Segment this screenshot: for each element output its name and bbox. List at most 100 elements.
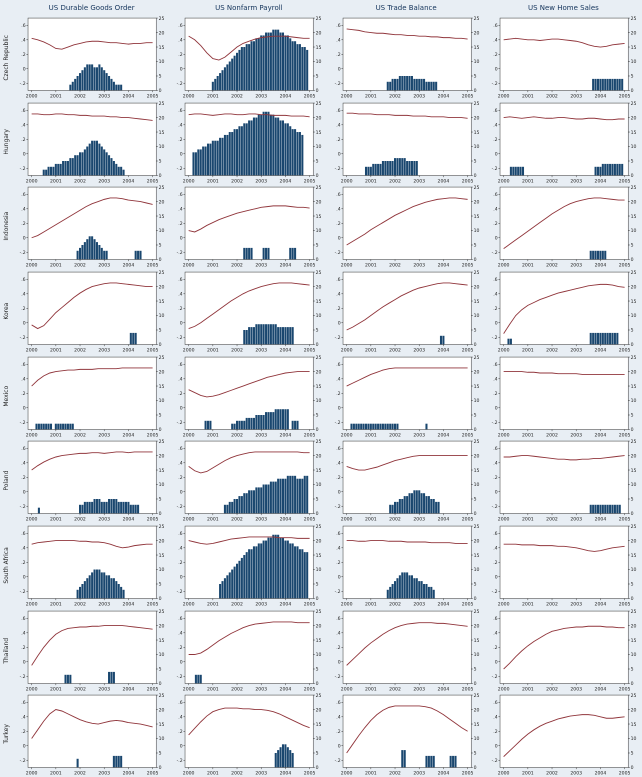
svg-text:2004: 2004 bbox=[280, 94, 292, 100]
svg-text:2002: 2002 bbox=[74, 263, 86, 269]
bar-series bbox=[364, 157, 418, 176]
subplot-canvas: -.2 0 .2 .4 .6 0 5 10 15 20 25 2000 2001 2002 2003 2004… bbox=[491, 524, 636, 608]
svg-text:25: 25 bbox=[316, 16, 322, 22]
svg-text:15: 15 bbox=[316, 299, 322, 305]
bar-series bbox=[192, 111, 304, 176]
svg-text:2000: 2000 bbox=[498, 432, 510, 438]
svg-text:2003: 2003 bbox=[570, 94, 582, 100]
svg-text:.4: .4 bbox=[21, 37, 25, 43]
subplot-czech-republic-col2: -.2 0 .2 .4 .6 0 5 10 15 20 25 2000 2001 2002 2003 2004… bbox=[328, 15, 485, 100]
svg-text:.6: .6 bbox=[178, 446, 182, 452]
subplot-canvas: -.2 0 .2 .4 .6 0 5 10 15 20 25 2000 2001 2002 2003 2004… bbox=[177, 354, 322, 438]
correlation-line bbox=[31, 37, 153, 50]
svg-text:2004: 2004 bbox=[594, 686, 606, 692]
svg-text:2003: 2003 bbox=[256, 432, 268, 438]
svg-text:20: 20 bbox=[473, 284, 479, 290]
svg-text:0: 0 bbox=[180, 236, 183, 242]
axis-ticks: -.2 0 .2 .4 .6 0 5 10 15 20 25 2000 2001 2002 2003 2004… bbox=[20, 524, 165, 608]
svg-text:15: 15 bbox=[316, 214, 322, 220]
svg-text:15: 15 bbox=[316, 129, 322, 135]
svg-text:25: 25 bbox=[630, 608, 636, 614]
axis-ticks: -.2 0 .2 .4 .6 0 5 10 15 20 25 2000 2001 2002 2003 2004… bbox=[334, 608, 479, 692]
svg-text:2005: 2005 bbox=[461, 94, 473, 100]
bar-series bbox=[589, 251, 607, 260]
svg-text:2003: 2003 bbox=[98, 686, 110, 692]
svg-text:2002: 2002 bbox=[546, 602, 558, 608]
bar-series bbox=[509, 163, 623, 176]
svg-text:10: 10 bbox=[473, 144, 479, 150]
svg-text:20: 20 bbox=[316, 454, 322, 460]
svg-text:25: 25 bbox=[473, 439, 479, 445]
bar-series bbox=[212, 29, 309, 91]
svg-text:2005: 2005 bbox=[304, 771, 316, 777]
svg-text:.4: .4 bbox=[493, 291, 497, 297]
svg-text:2000: 2000 bbox=[26, 771, 38, 777]
svg-text:-.2: -.2 bbox=[177, 250, 183, 256]
svg-text:0: 0 bbox=[337, 659, 340, 665]
svg-text:25: 25 bbox=[159, 693, 165, 699]
svg-text:0: 0 bbox=[630, 173, 633, 179]
svg-text:2003: 2003 bbox=[256, 94, 268, 100]
svg-text:.6: .6 bbox=[336, 277, 340, 283]
svg-text:.6: .6 bbox=[21, 531, 25, 537]
svg-text:5: 5 bbox=[473, 243, 476, 249]
svg-text:15: 15 bbox=[159, 722, 165, 728]
svg-text:2005: 2005 bbox=[147, 94, 159, 100]
svg-text:2001: 2001 bbox=[207, 178, 219, 184]
svg-text:-.2: -.2 bbox=[334, 81, 340, 87]
svg-text:20: 20 bbox=[316, 708, 322, 714]
axis-ticks: -.2 0 .2 .4 .6 0 5 10 15 20 25 2000 2001 2002 2003 2004… bbox=[20, 100, 165, 184]
correlation-line bbox=[188, 536, 310, 545]
correlation-line bbox=[188, 451, 310, 474]
svg-text:.4: .4 bbox=[178, 37, 182, 43]
svg-text:15: 15 bbox=[630, 722, 636, 728]
svg-text:15: 15 bbox=[473, 299, 479, 305]
chart-row-south-africa: South Africa -.2 0.2.4.6 0 5 10 15 20 25 2000 2001… bbox=[0, 523, 642, 608]
subplot-canvas: -.2 0 .2 .4 .6 0 5 10 15 20 25 2000 2001 2002 2003 2004… bbox=[20, 16, 165, 100]
row-label: South Africa bbox=[3, 547, 10, 584]
svg-text:2000: 2000 bbox=[26, 602, 38, 608]
svg-text:10: 10 bbox=[473, 229, 479, 235]
svg-text:0: 0 bbox=[23, 744, 26, 750]
correlation-line bbox=[31, 451, 153, 471]
row-label: Poland bbox=[3, 470, 10, 491]
svg-text:-.2: -.2 bbox=[177, 758, 183, 764]
svg-text:0: 0 bbox=[180, 405, 183, 411]
svg-text:2002: 2002 bbox=[231, 517, 243, 523]
svg-text:.6: .6 bbox=[178, 616, 182, 622]
svg-text:20: 20 bbox=[159, 708, 165, 714]
svg-text:25: 25 bbox=[630, 693, 636, 699]
svg-text:20: 20 bbox=[473, 115, 479, 121]
svg-text:2003: 2003 bbox=[98, 517, 110, 523]
svg-text:2001: 2001 bbox=[522, 771, 534, 777]
svg-text:25: 25 bbox=[159, 100, 165, 106]
svg-text:2000: 2000 bbox=[183, 686, 195, 692]
subplot-indonesia-col1: -.2 0 .2 .4 .6 0 5 10 15 20 25 2000 2001 2002 2003 2004… bbox=[170, 184, 327, 269]
bar-series bbox=[76, 756, 123, 768]
svg-text:5: 5 bbox=[159, 158, 162, 164]
svg-text:.2: .2 bbox=[178, 475, 182, 481]
svg-text:2000: 2000 bbox=[183, 771, 195, 777]
correlation-line bbox=[503, 116, 625, 120]
axis-ticks: -.2 0 .2 .4 .6 0 5 10 15 20 25 2000 2001 2002 2003 2004… bbox=[334, 16, 479, 100]
correlation-line bbox=[503, 455, 625, 461]
svg-text:2002: 2002 bbox=[546, 686, 558, 692]
svg-text:2005: 2005 bbox=[619, 517, 631, 523]
svg-text:0: 0 bbox=[23, 490, 26, 496]
svg-text:2000: 2000 bbox=[498, 771, 510, 777]
svg-text:.6: .6 bbox=[493, 277, 497, 283]
correlation-line bbox=[188, 621, 310, 655]
svg-text:2000: 2000 bbox=[183, 348, 195, 354]
row-label: Hungary bbox=[3, 129, 10, 155]
svg-text:-.2: -.2 bbox=[177, 674, 183, 680]
svg-text:20: 20 bbox=[316, 30, 322, 36]
svg-text:2001: 2001 bbox=[364, 348, 376, 354]
svg-text:2002: 2002 bbox=[546, 432, 558, 438]
svg-text:2005: 2005 bbox=[461, 517, 473, 523]
svg-text:20: 20 bbox=[159, 538, 165, 544]
subplot-canvas: -.2 0 .2 .4 .6 0 5 10 15 20 25 2000 2001 2002 2003 2004… bbox=[20, 100, 165, 184]
svg-text:.4: .4 bbox=[21, 291, 25, 297]
svg-text:5: 5 bbox=[316, 158, 319, 164]
svg-text:2001: 2001 bbox=[522, 94, 534, 100]
svg-text:2001: 2001 bbox=[207, 602, 219, 608]
